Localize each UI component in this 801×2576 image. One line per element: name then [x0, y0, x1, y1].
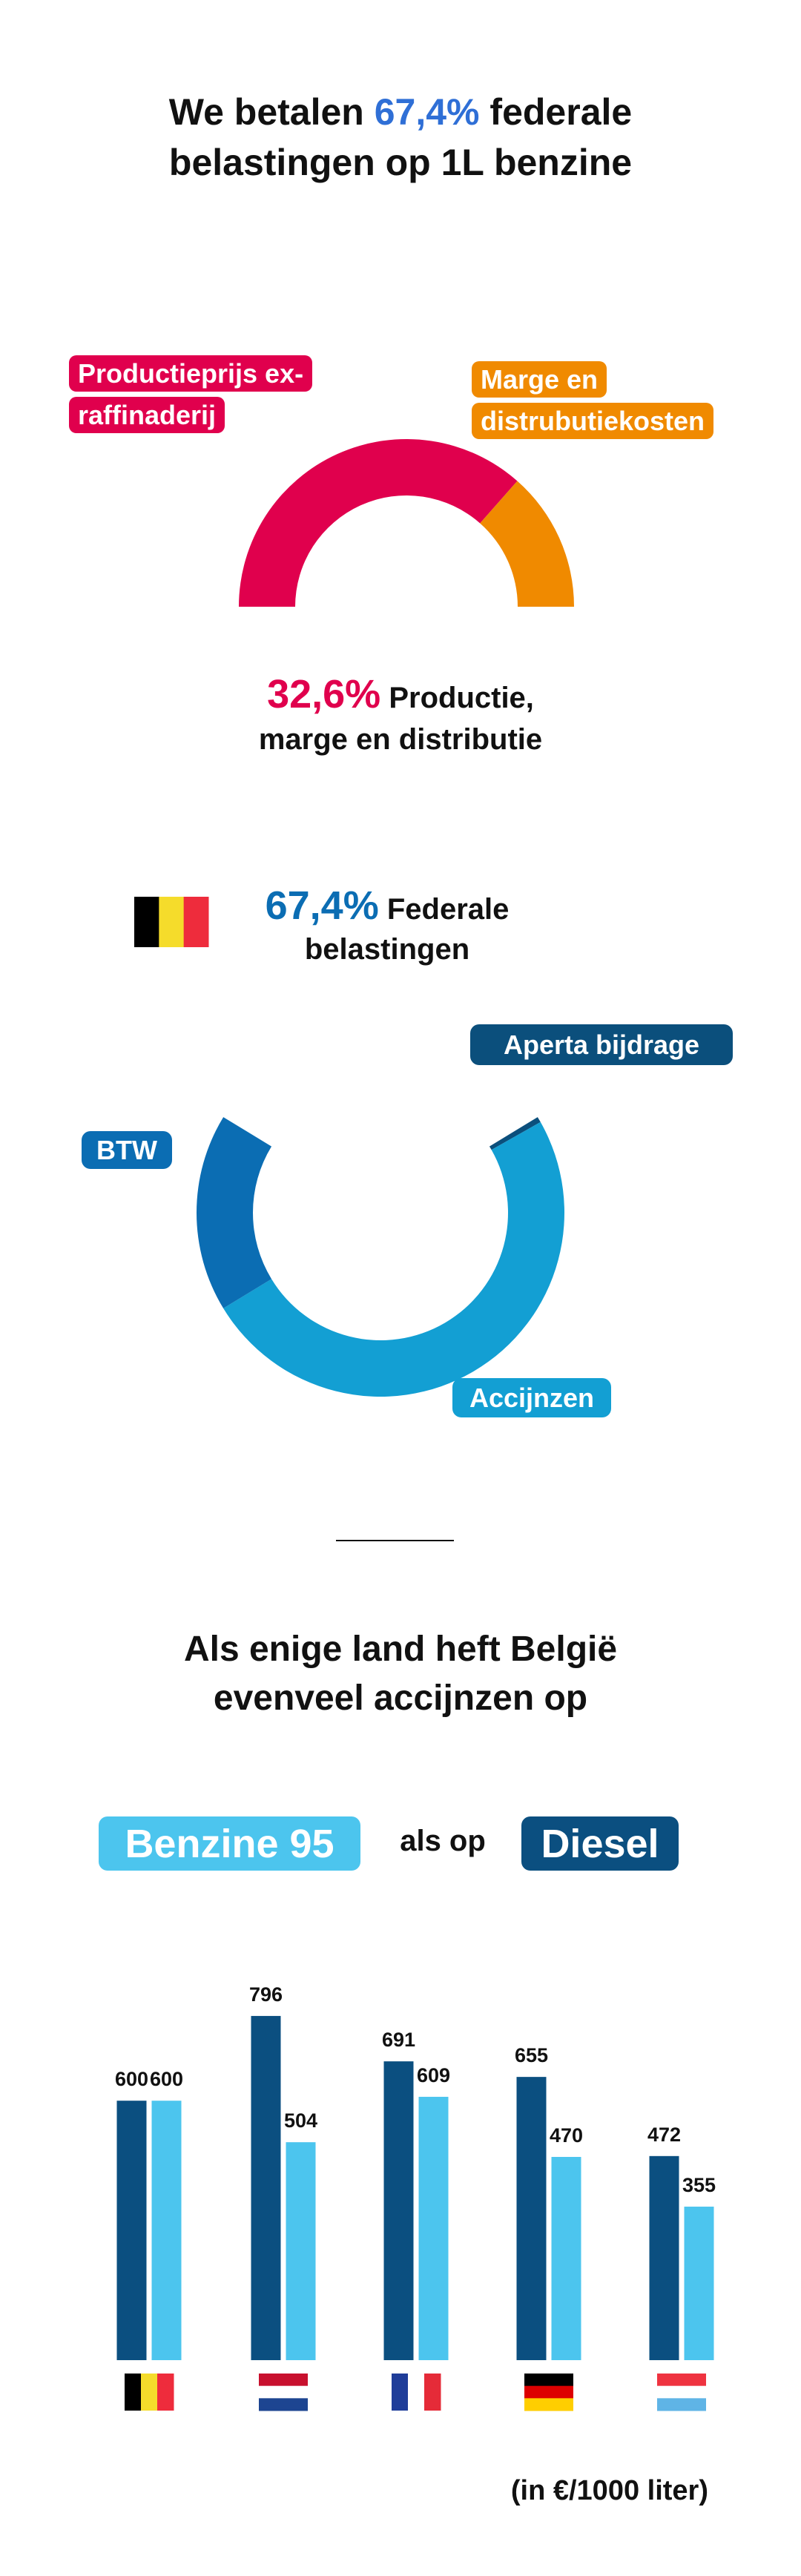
- footnote: (in €/1000 liter): [510, 2475, 708, 2506]
- value-label: 691: [382, 2029, 415, 2051]
- value-label: 796: [249, 1983, 283, 2006]
- flag: [657, 2374, 706, 2387]
- ring-segment: [197, 1117, 272, 1308]
- total-line: 67,4% Federale: [266, 883, 510, 929]
- segment-label: Productieprijs ex-raffinaderij: [69, 353, 343, 436]
- headline-text: We betalen: [168, 91, 364, 133]
- ring-segment: [223, 1121, 564, 1397]
- headline-line: belastingen op 1L benzine: [168, 142, 633, 183]
- donut-segment: [239, 439, 518, 607]
- flag: [159, 897, 185, 947]
- bar: [151, 2101, 182, 2360]
- bar: [383, 2061, 414, 2360]
- headline-line: We betalen 67,4% federale: [169, 90, 632, 134]
- section-title: Als enige land heft België: [183, 1630, 618, 1669]
- value-label: 470: [550, 2124, 583, 2147]
- ring-segment: [489, 1117, 541, 1150]
- flag: [157, 2374, 174, 2411]
- legend-item: Diesel: [521, 1816, 679, 1871]
- donut-segment: [480, 481, 574, 607]
- value-label: 655: [515, 2044, 548, 2066]
- flag: [657, 2385, 706, 2399]
- bar: [418, 2096, 449, 2360]
- bar: [286, 2142, 316, 2360]
- flag: [259, 2385, 308, 2399]
- legend-item: Benzine 95: [99, 1816, 360, 1871]
- segment-label-text: Productieprijs ex-raffinaderij: [69, 355, 313, 433]
- value-label: 355: [682, 2174, 716, 2196]
- headline-highlight: 67,4%: [374, 91, 480, 133]
- value-label: 472: [647, 2124, 681, 2146]
- legend-joiner: als op: [400, 1825, 486, 1857]
- flag: [524, 2374, 573, 2387]
- flag: [141, 2374, 158, 2411]
- flag: [259, 2374, 308, 2387]
- total-caption: Productie,: [389, 682, 534, 714]
- segment-label-text: Marge en distrubutiekosten: [472, 361, 714, 439]
- flag: [134, 897, 159, 947]
- total-line: 32,6% Productie,: [267, 671, 534, 717]
- flag: [424, 2374, 441, 2411]
- flag: [408, 2374, 425, 2411]
- value-label: 609: [417, 2064, 450, 2086]
- flag: [125, 2374, 142, 2411]
- total-caption: Federale: [386, 893, 510, 926]
- total-value: 32,6%: [267, 672, 381, 717]
- segment-label: Accijnzen: [452, 1378, 611, 1417]
- total-value: 67,4%: [265, 883, 379, 928]
- flag: [524, 2398, 573, 2411]
- flag: [392, 2374, 409, 2411]
- bar: [516, 2077, 547, 2360]
- section-title: evenveel accijnzen op: [213, 1679, 588, 1718]
- total-caption: marge en distributie: [258, 723, 543, 756]
- segment-label: BTW: [82, 1131, 172, 1169]
- value-label: 504: [284, 2109, 317, 2132]
- flag: [183, 897, 209, 947]
- flag: [524, 2385, 573, 2399]
- segment-label: Marge en distrubutiekosten: [472, 359, 776, 442]
- bar: [551, 2156, 581, 2360]
- value-label: 600: [150, 2068, 183, 2090]
- bar: [116, 2101, 147, 2360]
- bar: [649, 2155, 679, 2360]
- bar: [684, 2207, 714, 2360]
- total-caption: belastingen: [304, 933, 470, 966]
- value-label: 600: [115, 2068, 148, 2090]
- bar: [251, 2015, 281, 2360]
- flag: [259, 2398, 308, 2411]
- flag: [657, 2398, 706, 2411]
- segment-label: Aperta bijdrage: [470, 1024, 733, 1065]
- headline-text: federale: [490, 91, 633, 133]
